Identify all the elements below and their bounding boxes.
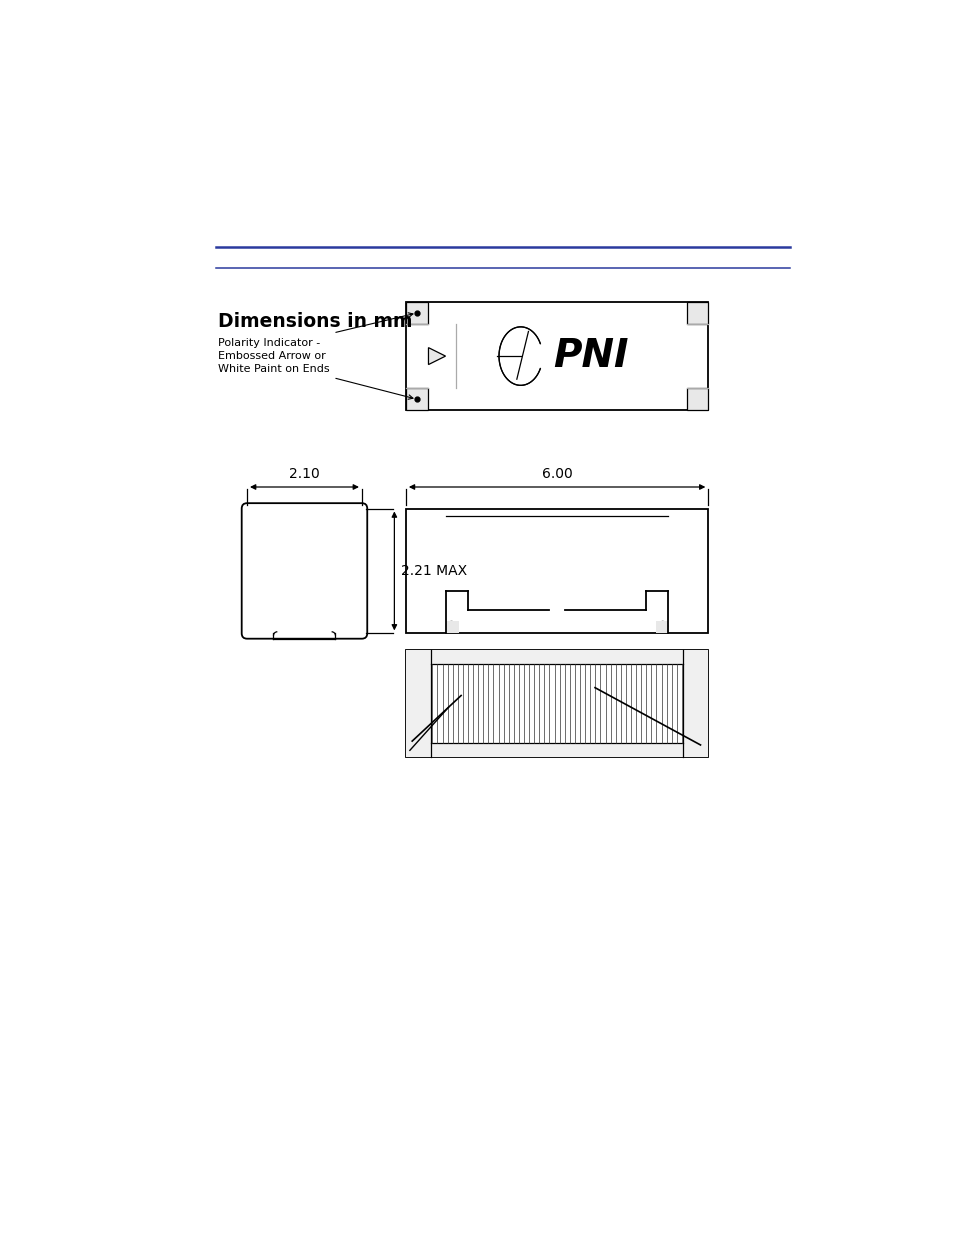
Bar — [406, 651, 431, 757]
Polygon shape — [428, 347, 445, 364]
Bar — [431, 742, 682, 757]
Text: Dimensions in mm: Dimensions in mm — [218, 312, 413, 331]
Bar — [431, 651, 682, 664]
Text: 2.10: 2.10 — [289, 467, 319, 480]
Text: 2.21 MAX: 2.21 MAX — [400, 564, 466, 578]
Bar — [686, 303, 707, 324]
Polygon shape — [498, 327, 539, 385]
Bar — [682, 651, 707, 757]
Bar — [406, 303, 707, 410]
Text: Polarity Indicator -
Embossed Arrow or
White Paint on Ends: Polarity Indicator - Embossed Arrow or W… — [218, 338, 330, 374]
Bar — [686, 389, 707, 410]
Bar — [406, 509, 707, 634]
Text: PNI: PNI — [553, 337, 628, 375]
Bar — [406, 303, 427, 324]
Bar — [446, 621, 458, 634]
Text: 6.00: 6.00 — [541, 467, 572, 480]
Bar — [406, 389, 427, 410]
Bar — [655, 621, 667, 634]
Bar — [406, 651, 707, 757]
FancyBboxPatch shape — [241, 503, 367, 638]
